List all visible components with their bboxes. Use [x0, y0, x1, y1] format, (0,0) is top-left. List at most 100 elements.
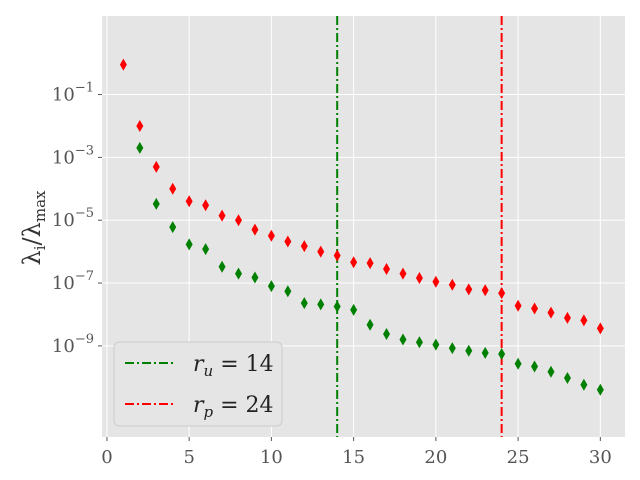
reference-lines [336, 16, 503, 437]
data-point [580, 314, 588, 327]
data-point [415, 271, 423, 284]
data-point [366, 318, 374, 331]
legend-label: rp = 24 [193, 393, 274, 421]
y-tick-label-exponent: −1 [75, 81, 94, 96]
data-point [399, 267, 407, 280]
data-point [350, 256, 358, 269]
data-points [119, 58, 604, 396]
y-tick-label-exponent: −7 [75, 269, 94, 284]
data-point [317, 245, 325, 258]
y-tick-label-base: 10 [52, 273, 75, 294]
data-point [300, 240, 308, 253]
data-point [415, 336, 423, 349]
data-point [547, 365, 555, 378]
legend-label-symbol: r [193, 393, 205, 418]
data-point [152, 160, 160, 173]
data-point [547, 306, 555, 319]
data-point [267, 280, 275, 293]
data-point [498, 348, 506, 361]
y-tick-label-base: 10 [52, 85, 75, 106]
data-point [185, 195, 193, 208]
x-tick-label: 25 [507, 447, 530, 468]
legend-label-value: = 24 [213, 393, 273, 418]
legend-label-subscript: p [204, 403, 214, 421]
data-point [481, 346, 489, 359]
data-point [267, 229, 275, 242]
y-axis-title-sub-i: i [31, 245, 49, 250]
data-point [218, 260, 226, 273]
data-point [152, 197, 160, 210]
data-point [563, 311, 571, 324]
x-axis-ticks: 0 5 10 15 20 25 30 [101, 437, 612, 468]
data-point [432, 275, 440, 288]
data-point [498, 287, 506, 300]
data-point [514, 299, 522, 312]
data-point [432, 338, 440, 351]
data-point [596, 322, 604, 335]
data-point [251, 271, 259, 284]
data-point [596, 383, 604, 396]
y-tick-label: 10−7 [52, 269, 94, 294]
data-point [383, 263, 391, 276]
data-point [383, 327, 391, 340]
y-tick-label-exponent: −9 [75, 332, 94, 347]
data-point [185, 238, 193, 251]
data-point [366, 257, 374, 270]
data-point [580, 378, 588, 391]
legend-label: ru = 14 [193, 352, 274, 380]
y-tick-label: 10−3 [52, 143, 94, 168]
data-point [235, 267, 243, 280]
x-tick-label: 20 [424, 447, 447, 468]
data-point [202, 243, 210, 256]
y-tick-label-base: 10 [52, 147, 75, 168]
legend-label-symbol: r [193, 352, 205, 377]
grid [102, 16, 625, 437]
x-tick-label: 30 [589, 447, 612, 468]
legend-label-subscript: u [204, 362, 214, 380]
data-point [333, 249, 341, 262]
data-point [136, 141, 144, 154]
data-point [202, 199, 210, 212]
x-tick-label: 15 [342, 447, 365, 468]
data-point [514, 357, 522, 370]
data-point [317, 298, 325, 311]
data-point [563, 372, 571, 385]
data-point [531, 360, 539, 373]
x-tick-label: 0 [101, 447, 112, 468]
y-tick-label: 10−9 [52, 332, 94, 357]
data-point [218, 209, 226, 222]
y-tick-label-base: 10 [52, 210, 75, 231]
y-tick-label-exponent: −3 [75, 143, 94, 158]
x-tick-label: 5 [183, 447, 194, 468]
data-point [465, 283, 473, 296]
y-tick-label-base: 10 [52, 336, 75, 357]
y-axis-ticks: 10−110−310−510−710−9 [52, 81, 102, 357]
data-point [481, 284, 489, 297]
y-tick-label: 10−5 [52, 206, 94, 231]
data-point [465, 344, 473, 357]
data-point [136, 119, 144, 132]
y-axis-title: λi/λmax [18, 190, 49, 266]
y-axis-title-slash: / [18, 236, 46, 245]
data-point [448, 342, 456, 355]
data-point [284, 285, 292, 298]
y-axis-title-lambda-i: λ [18, 250, 46, 265]
data-point [531, 302, 539, 315]
y-tick-label-exponent: −5 [75, 206, 94, 221]
y-axis-title-lambda-max: λ [18, 222, 46, 237]
data-point [251, 223, 259, 236]
data-point [235, 214, 243, 227]
data-point [333, 300, 341, 313]
y-tick-label: 10−1 [52, 81, 94, 106]
legend-label-value: = 14 [213, 352, 273, 377]
data-point [399, 333, 407, 346]
x-tick-label: 10 [260, 447, 283, 468]
data-point [300, 297, 308, 310]
data-point [169, 182, 177, 195]
data-point [284, 235, 292, 248]
data-point [169, 221, 177, 234]
data-point [350, 303, 358, 316]
data-point [448, 278, 456, 291]
